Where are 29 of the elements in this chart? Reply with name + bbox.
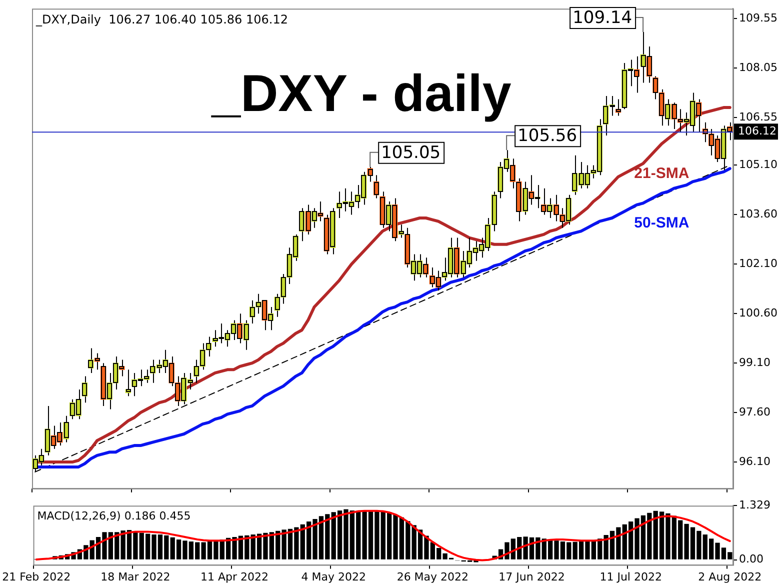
y-tick-label: 100.60 — [739, 306, 778, 320]
text: 105.56 — [518, 126, 578, 146]
y-tick-label: 106.55 — [739, 110, 778, 124]
chart-subtitle: _DXY,Daily 106.27 106.40 105.86 106.12 — [35, 12, 288, 27]
text: _DXY - daily — [210, 64, 512, 123]
x-tick-label: 11 Jul 2022 — [600, 570, 662, 584]
y-tick-label: 97.60 — [739, 405, 770, 418]
series-label: 50-SMA — [634, 214, 690, 232]
text: 109.14 — [572, 8, 632, 28]
x-tick-label: 21 Feb 2022 — [2, 570, 71, 584]
x-tick-label: 2 Aug 2022 — [698, 570, 762, 584]
y-tick-label: 109.55 — [739, 11, 778, 24]
y-tick-label: 0.00 — [739, 552, 764, 566]
y-tick-label: 103.60 — [739, 208, 778, 221]
y-tick-label: 108.05 — [739, 60, 778, 74]
y-tick-label: 102.10 — [739, 257, 778, 270]
x-tick-label: 26 May 2022 — [396, 570, 469, 584]
text: 105.05 — [381, 142, 441, 163]
y-tick-label: 105.10 — [739, 158, 778, 172]
ref-line-label: 106.12 — [738, 124, 776, 138]
x-tick-label: 11 Apr 2022 — [200, 570, 269, 584]
y-tick-label: 96.10 — [739, 454, 770, 468]
x-tick-label: 4 May 2022 — [301, 570, 366, 584]
y-tick-label: 99.10 — [739, 356, 770, 369]
chart-title: MACD(12,26,9) 0.186 0.455 — [37, 509, 191, 522]
y-tick-label: 1.329 — [739, 498, 770, 512]
x-tick-label: 17 Jun 2022 — [498, 570, 565, 584]
x-tick-label: 18 Mar 2022 — [100, 570, 170, 584]
series-label: 21-SMA — [634, 164, 690, 182]
